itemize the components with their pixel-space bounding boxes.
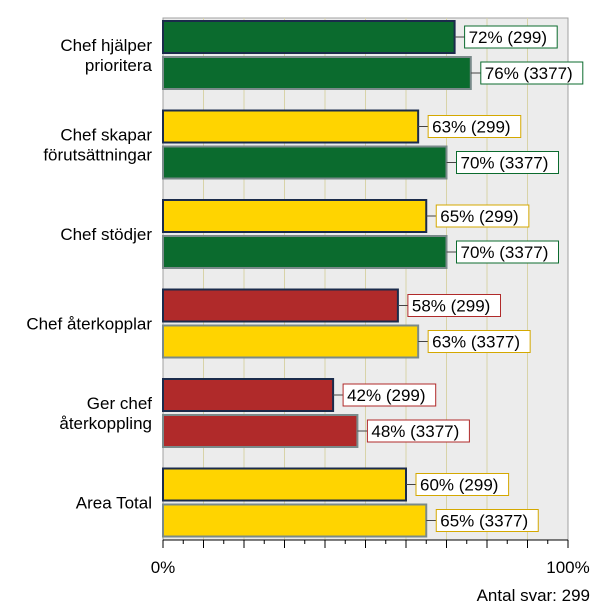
category-label: Chef stödjer	[60, 225, 152, 244]
data-label: 42% (299)	[347, 386, 425, 405]
category-label: Chef återkopplar	[26, 315, 152, 334]
data-label-box	[407, 294, 501, 317]
data-label-box	[342, 383, 437, 407]
data-label: 70% (3377)	[461, 243, 549, 262]
data-label-box	[435, 204, 530, 228]
data-label-box	[456, 151, 559, 174]
bar	[162, 378, 335, 412]
bars-group: 72% (299) 76% (3377) 63% (299) 70% (3377) 65…	[162, 20, 584, 538]
x-tick-label: 100%	[546, 558, 589, 577]
bar	[162, 324, 420, 359]
bar	[162, 235, 448, 269]
category-label: Area Total	[76, 494, 152, 513]
bar	[162, 109, 420, 144]
bar	[162, 56, 472, 90]
category-label: Chef skapar förutsättningar	[43, 126, 152, 165]
data-label: 48% (3377)	[371, 422, 459, 441]
data-label: 58% (299)	[412, 297, 490, 316]
data-label-box	[456, 240, 559, 264]
data-label-box	[435, 509, 539, 532]
data-label: 76% (3377)	[485, 64, 573, 83]
data-label-box	[480, 61, 584, 85]
data-label: 65% (299)	[440, 207, 518, 226]
data-label: 65% (3377)	[440, 512, 528, 531]
data-label-box	[415, 473, 510, 496]
category-label: Ger chef återkoppling	[59, 394, 152, 433]
x-axis: 0% 100%	[151, 539, 590, 577]
category-labels: Chef hjälper prioritera Chef skapar förutsä…	[26, 36, 152, 513]
bar	[162, 288, 399, 323]
bar	[162, 467, 407, 502]
data-label-box	[366, 419, 470, 443]
data-label-box	[427, 115, 522, 138]
gridlines	[203, 18, 528, 540]
bar	[162, 20, 456, 54]
category-label: Chef hjälper prioritera	[60, 36, 152, 75]
data-label-box	[464, 25, 558, 49]
data-label: 70% (3377)	[461, 154, 549, 173]
data-label: 63% (299)	[432, 118, 510, 137]
data-label: 72% (299)	[469, 28, 547, 47]
data-label: 60% (299)	[420, 476, 498, 495]
data-label: 63% (3377)	[432, 333, 520, 352]
bar	[162, 199, 428, 233]
response-count-footnote: Antal svar: 299	[476, 586, 590, 605]
bar	[162, 414, 359, 448]
x-tick-label: 0%	[151, 558, 176, 577]
bar	[162, 503, 428, 538]
data-label-box	[427, 330, 531, 353]
bar	[162, 145, 448, 180]
